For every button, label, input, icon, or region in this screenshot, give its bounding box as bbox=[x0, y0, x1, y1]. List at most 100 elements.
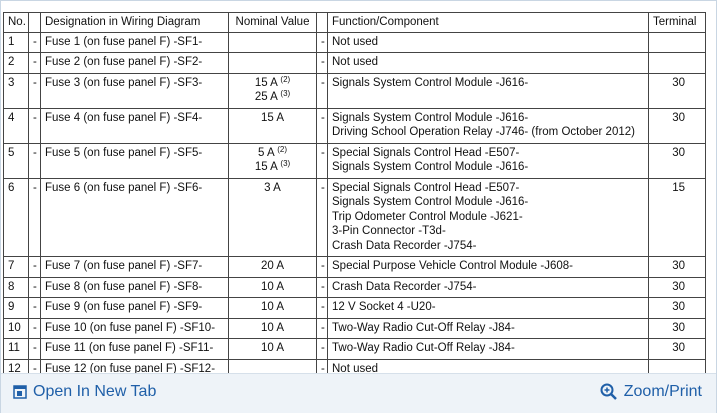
dash-cell: - bbox=[28, 107, 41, 144]
function-cell: Special Purpose Vehicle Control Module -… bbox=[327, 256, 649, 278]
dash-cell: - bbox=[316, 297, 328, 319]
function-line: Special Signals Control Head -E507- bbox=[332, 146, 520, 159]
zoom-icon bbox=[600, 383, 617, 400]
nominal-value: 15 A bbox=[254, 76, 278, 89]
function-cell: Crash Data Recorder -J754- bbox=[327, 276, 649, 298]
nominal-value: 15 A bbox=[260, 111, 285, 124]
table-row: 2- Fuse 2 (on fuse panel F) -SF2- - Not use… bbox=[3, 52, 706, 74]
nominal-line: 10 A bbox=[233, 300, 312, 315]
fuse-table: No. Designation in Wiring Diagram Nomina… bbox=[3, 12, 706, 380]
function-cell: Two-Way Radio Cut-Off Relay -J84- bbox=[327, 338, 649, 360]
designation-cell: Fuse 4 (on fuse panel F) -SF4- bbox=[40, 107, 229, 144]
dash-cell: - bbox=[28, 276, 41, 298]
nominal-value: 10 A bbox=[260, 321, 285, 334]
header-cell: Function/Component bbox=[327, 12, 649, 33]
terminal-cell: 30 bbox=[648, 276, 706, 298]
table-row: 1- Fuse 1 (on fuse panel F) -SF1- - Not use… bbox=[3, 31, 706, 53]
no-cell: 10 bbox=[3, 317, 29, 339]
table-row: 7- Fuse 7 (on fuse panel F) -SF7- 20 A - Spe… bbox=[3, 256, 706, 278]
nominal-value: 10 A bbox=[260, 301, 285, 313]
dash-cell: - bbox=[28, 256, 41, 278]
terminal-cell: 30 bbox=[648, 142, 706, 179]
function-cell: Signals System Control Module -J616- Driv… bbox=[327, 107, 649, 144]
dash-cell: - bbox=[28, 317, 41, 339]
table-row: 9- Fuse 9 (on fuse panel F) -SF9- 10 A -12 … bbox=[3, 297, 706, 319]
no-cell: 1 bbox=[3, 31, 29, 53]
nominal-cell: 10 A bbox=[228, 297, 317, 319]
terminal-cell: 15 bbox=[648, 177, 706, 257]
no-cell: 8 bbox=[3, 276, 29, 298]
dash-cell: - bbox=[316, 31, 328, 53]
dash-cell: - bbox=[28, 31, 41, 53]
function-line: Crash Data Recorder -J754- bbox=[332, 239, 477, 252]
header-cell: Designation in Wiring Diagram bbox=[40, 12, 229, 33]
zoom-link[interactable]: Zoom/Print bbox=[600, 383, 702, 401]
designation-cell: Fuse 9 (on fuse panel F) -SF9- bbox=[40, 297, 229, 319]
table-body: 1- Fuse 1 (on fuse panel F) -SF1- - Not use… bbox=[3, 31, 706, 380]
no-cell: 4 bbox=[3, 107, 29, 144]
designation-cell: Fuse 11 (on fuse panel F) -SF11- bbox=[40, 338, 229, 360]
nominal-line: 25 A (3) bbox=[233, 90, 312, 105]
dash-cell: - bbox=[316, 52, 328, 74]
nominal-line: 10 A bbox=[233, 341, 312, 356]
nominal-note: (3) bbox=[280, 89, 291, 98]
nominal-cell: 15 A (2) 25 A (3) bbox=[228, 72, 317, 109]
dash-cell: - bbox=[316, 177, 328, 257]
nominal-note: (2) bbox=[277, 144, 287, 154]
table-row: 6- Fuse 6 (on fuse panel F) -SF6- 3 A - Spec… bbox=[3, 177, 706, 257]
designation-cell: Fuse 1 (on fuse panel F) -SF1- bbox=[40, 31, 229, 53]
no-cell: 11 bbox=[3, 338, 29, 360]
no-cell: 9 bbox=[3, 297, 29, 319]
dash-cell: - bbox=[28, 177, 41, 257]
dash-cell: - bbox=[316, 317, 328, 339]
dash-cell: - bbox=[316, 276, 328, 298]
function-line: Special Purpose Vehicle Control Module -… bbox=[332, 260, 573, 272]
function-line: Driving School Operation Relay -J746- (f… bbox=[332, 126, 635, 138]
no-cell: 2 bbox=[3, 52, 29, 74]
function-cell: Special Signals Control Head -E507- Signa… bbox=[327, 177, 649, 257]
header-cell bbox=[28, 12, 41, 33]
function-cell: Signals System Control Module -J616- bbox=[327, 72, 649, 109]
open-icon bbox=[13, 385, 27, 399]
nominal-value: 25 A bbox=[254, 91, 278, 103]
nominal-line: 15 A (3) bbox=[233, 160, 312, 175]
nominal-value: 3 A bbox=[264, 181, 281, 194]
nominal-cell bbox=[228, 52, 317, 74]
nominal-note: (2) bbox=[280, 74, 291, 84]
nominal-line: 10 A bbox=[233, 280, 312, 295]
function-cell: Two-Way Radio Cut-Off Relay -J84- bbox=[327, 317, 649, 339]
function-line: Signals System Control Module -J616- bbox=[332, 76, 529, 89]
dash-cell: - bbox=[316, 338, 328, 360]
terminal-cell: 30 bbox=[648, 107, 706, 144]
nominal-value: 20 A bbox=[260, 260, 285, 272]
dash-cell: - bbox=[316, 72, 328, 109]
function-line: 12 V Socket 4 -U20- bbox=[332, 301, 436, 313]
designation-cell: Fuse 7 (on fuse panel F) -SF7- bbox=[40, 256, 229, 278]
open-link[interactable]: Open In New Tab bbox=[13, 383, 156, 401]
function-line: Not used bbox=[332, 35, 379, 48]
terminal-cell bbox=[648, 31, 706, 53]
zoom-text[interactable]: Zoom/Print bbox=[623, 383, 702, 400]
designation-cell: Fuse 6 (on fuse panel F) -SF6- bbox=[40, 177, 229, 257]
open-text[interactable]: Open In New Tab bbox=[33, 383, 157, 400]
nominal-line: 20 A bbox=[233, 259, 312, 274]
nominal-cell: 15 A bbox=[228, 107, 317, 144]
designation-cell: Fuse 2 (on fuse panel F) -SF2- bbox=[40, 52, 229, 74]
footer-bar: Open In New Tab Zoom/Print bbox=[1, 373, 716, 413]
nominal-line: 3 A bbox=[233, 181, 312, 196]
header-cell bbox=[316, 12, 328, 33]
terminal-cell: 30 bbox=[648, 317, 706, 339]
function-line: Signals System Control Module -J616- bbox=[332, 196, 529, 208]
table-row: 3- Fuse 3 (on fuse panel F) -SF3- 15 A (2)… bbox=[3, 72, 706, 109]
terminal-cell: 30 bbox=[648, 256, 706, 278]
function-line: Trip Odometer Control Module -J621- bbox=[332, 210, 523, 223]
dash-cell: - bbox=[28, 72, 41, 109]
nominal-cell: 5 A (2) 15 A (3) bbox=[228, 142, 317, 179]
table-row: 8- Fuse 8 (on fuse panel F) -SF8- 10 A - Cra… bbox=[3, 276, 706, 298]
function-line: Signals System Control Module -J616- bbox=[332, 161, 529, 173]
function-line: Crash Data Recorder -J754- bbox=[332, 280, 477, 293]
table-row: 4- Fuse 4 (on fuse panel F) -SF4- 15 A - Sig… bbox=[3, 107, 706, 144]
terminal-cell: 30 bbox=[648, 72, 706, 109]
designation-cell: Fuse 5 (on fuse panel F) -SF5- bbox=[40, 142, 229, 179]
nominal-line: 15 A (2) bbox=[233, 74, 312, 91]
